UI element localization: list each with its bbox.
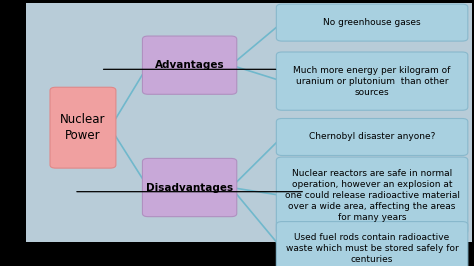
FancyBboxPatch shape (142, 159, 237, 217)
Text: Nuclear reactors are safe in normal
operation, however an explosion at
one could: Nuclear reactors are safe in normal oper… (284, 169, 460, 222)
FancyBboxPatch shape (276, 52, 468, 110)
FancyBboxPatch shape (276, 119, 468, 155)
Text: Used fuel rods contain radioactive
waste which must be stored safely for
centuri: Used fuel rods contain radioactive waste… (286, 233, 458, 264)
Text: Advantages: Advantages (155, 60, 224, 70)
Text: Disadvantages: Disadvantages (146, 182, 233, 193)
FancyBboxPatch shape (276, 222, 468, 266)
FancyBboxPatch shape (276, 157, 468, 234)
Text: Much more energy per kilogram of
uranium or plutonium  than other
sources: Much more energy per kilogram of uranium… (293, 65, 451, 97)
Text: Chernobyl disaster anyone?: Chernobyl disaster anyone? (309, 132, 435, 142)
FancyBboxPatch shape (50, 87, 116, 168)
FancyBboxPatch shape (276, 4, 468, 41)
Text: Nuclear
Power: Nuclear Power (60, 113, 106, 142)
FancyBboxPatch shape (26, 3, 472, 242)
FancyBboxPatch shape (142, 36, 237, 94)
Text: No greenhouse gases: No greenhouse gases (323, 18, 421, 27)
